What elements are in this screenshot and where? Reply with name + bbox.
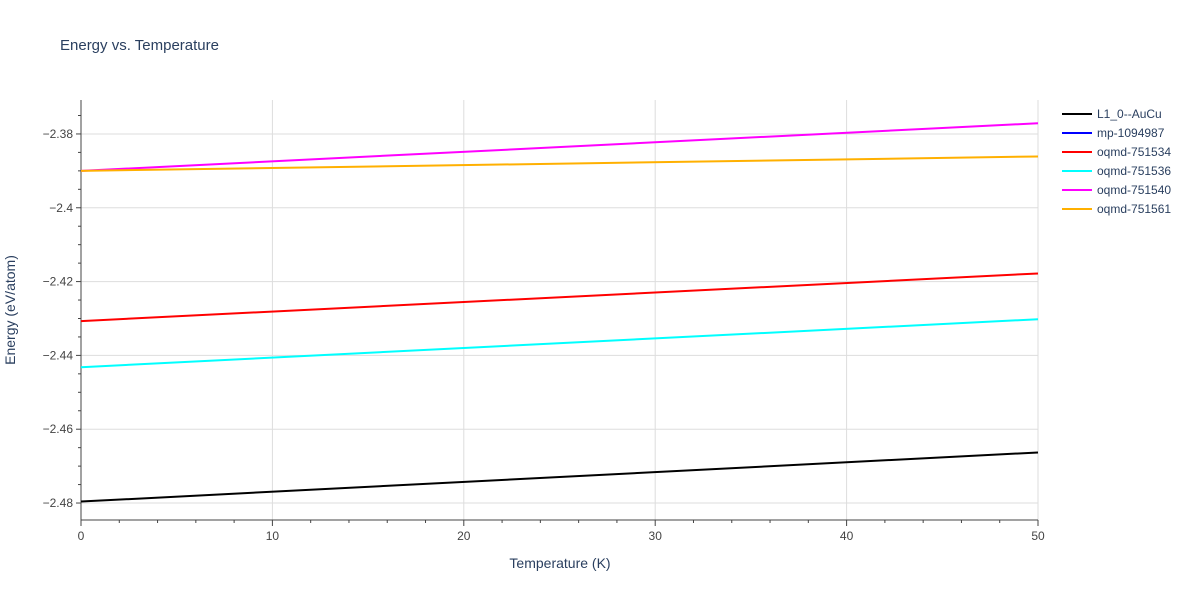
series-line-oqmd-751540 <box>80 122 1039 172</box>
legend-item[interactable]: oqmd-751536 <box>1062 164 1171 178</box>
y-tick-label: −2.46 <box>43 422 74 436</box>
y-tick-label: −2.4 <box>49 201 73 215</box>
series-line-oqmd-751536 <box>80 318 1039 369</box>
x-tick-label: 50 <box>1031 529 1045 543</box>
y-tick-label: −2.44 <box>43 348 74 362</box>
series-lines <box>80 122 1039 503</box>
y-axis-title: Energy (eV/atom) <box>2 255 18 365</box>
legend-item[interactable]: oqmd-751540 <box>1062 183 1171 197</box>
x-tick-label: 30 <box>649 529 663 543</box>
legend-item[interactable]: mp-1094987 <box>1062 126 1165 140</box>
y-tick-label: −2.48 <box>43 496 74 510</box>
series-line-L1_0--AuCu <box>80 451 1039 503</box>
legend-item[interactable]: oqmd-751534 <box>1062 145 1171 159</box>
legend-item[interactable]: L1_0--AuCu <box>1062 107 1162 121</box>
x-tick-label: 40 <box>840 529 854 543</box>
axes: 0 10 20 30 40 50 −2.48 −2.46 −2.44 −2.42 −2.4 −2.38 <box>43 100 1045 543</box>
x-tick-label: 0 <box>78 529 85 543</box>
legend-item[interactable]: oqmd-751561 <box>1062 202 1171 216</box>
legend-label: mp-1094987 <box>1097 126 1165 140</box>
y-tick-label: −2.38 <box>43 127 74 141</box>
legend: L1_0--AuCu mp-1094987 oqmd-751534 oqmd-7515… <box>1062 107 1171 216</box>
legend-label: oqmd-751536 <box>1097 164 1171 178</box>
series-line-oqmd-751534 <box>80 272 1039 323</box>
series-line-oqmd-751561 <box>80 155 1039 172</box>
y-tick-label: −2.42 <box>43 275 74 289</box>
x-tick-label: 10 <box>266 529 280 543</box>
x-tick-label: 20 <box>457 529 471 543</box>
chart-title: Energy vs. Temperature <box>60 37 219 54</box>
legend-label: oqmd-751540 <box>1097 183 1171 197</box>
legend-label: oqmd-751534 <box>1097 145 1171 159</box>
x-axis-title: Temperature (K) <box>509 555 610 571</box>
legend-label: oqmd-751561 <box>1097 202 1171 216</box>
legend-label: L1_0--AuCu <box>1097 107 1162 121</box>
